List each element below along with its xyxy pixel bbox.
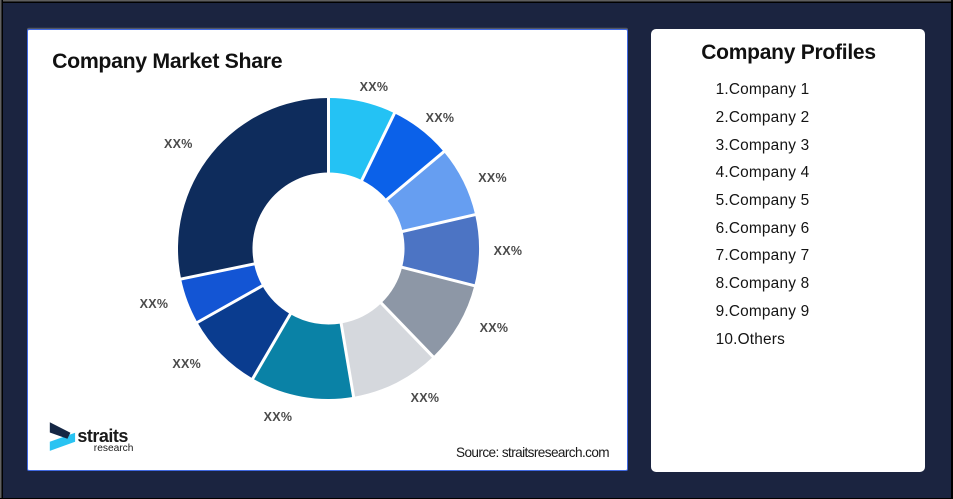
svg-text:straits: straits — [77, 426, 128, 446]
svg-text:research: research — [94, 443, 134, 454]
